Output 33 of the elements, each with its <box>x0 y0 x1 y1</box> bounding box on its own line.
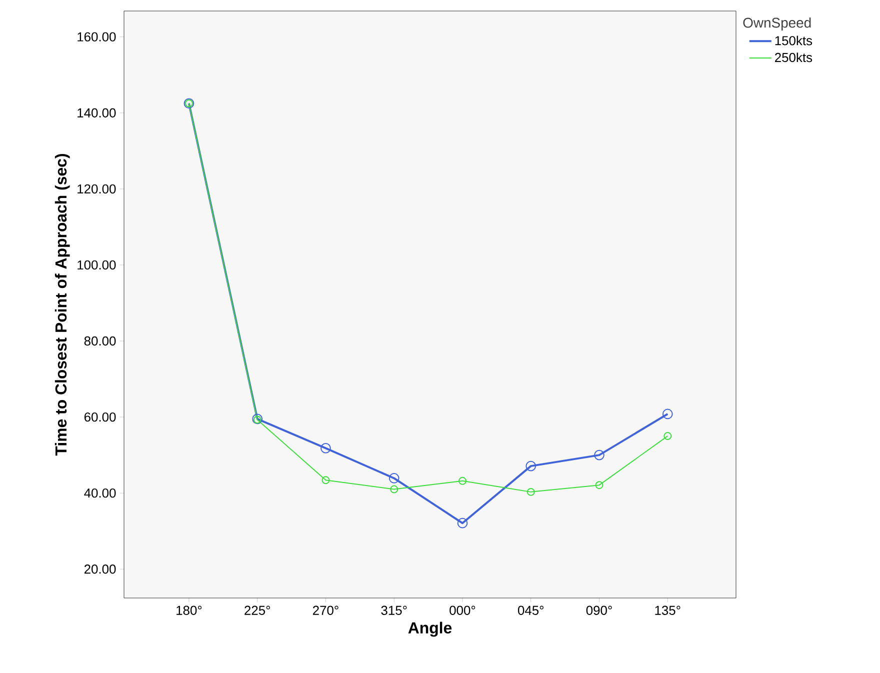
legend-label: 250kts <box>775 52 812 62</box>
point <box>594 450 604 460</box>
y-axis-title: Time to Closest Point of Approach (sec) <box>54 154 70 456</box>
point <box>664 432 672 440</box>
y-tick-label: 80.00 <box>84 336 116 346</box>
x-tick-label: 090° <box>586 606 612 615</box>
point <box>526 488 535 496</box>
x-tick-label: 135° <box>655 606 680 615</box>
point <box>320 443 331 454</box>
point <box>526 460 536 472</box>
x-tick-label: 045° <box>518 606 544 615</box>
point <box>662 408 673 420</box>
y-tick-label: 60.00 <box>84 412 116 422</box>
y-tick-label: 40.00 <box>84 488 116 498</box>
point <box>457 518 468 528</box>
x-tick-label: 000° <box>450 606 476 615</box>
point <box>322 476 330 484</box>
x-axis-title: Angle <box>408 622 452 637</box>
legend-label: 150kts <box>775 36 812 46</box>
y-tick-label: 20.00 <box>84 564 116 574</box>
y-tick-label: 120.00 <box>78 184 116 194</box>
y-tick-label: 140.00 <box>78 108 116 118</box>
point <box>390 485 398 494</box>
point <box>388 473 400 484</box>
point <box>595 481 604 490</box>
x-tick-label: 270° <box>312 606 338 615</box>
y-tick-label: 100.00 <box>78 260 116 270</box>
x-tick-label: 225° <box>244 606 270 615</box>
y-tick-label: 160.00 <box>78 32 116 42</box>
point <box>458 476 466 485</box>
x-tick-label: 315° <box>381 606 407 615</box>
legend-title: OwnSpeed <box>743 17 811 30</box>
x-tick-label: 180° <box>176 606 202 615</box>
